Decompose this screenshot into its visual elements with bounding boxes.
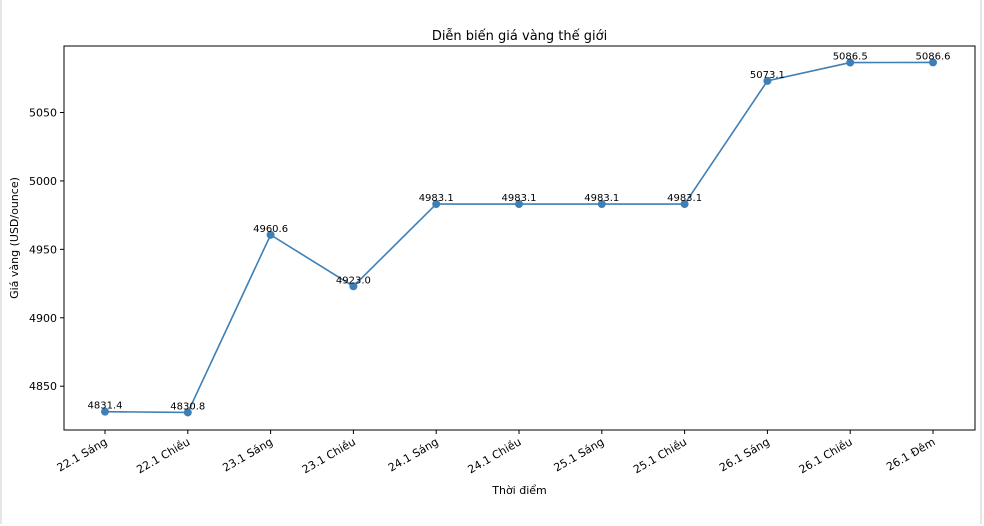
data-point (680, 200, 689, 209)
y-tick-label: 5000 (29, 175, 57, 188)
data-point (349, 282, 358, 291)
plot-area (63, 45, 976, 431)
x-tick-label: 23.1 Chiều (300, 435, 358, 476)
data-point (597, 200, 606, 209)
x-tick-label: 24.1 Chiều (466, 435, 524, 476)
x-tick-label: 25.1 Chiều (631, 435, 689, 476)
data-label: 5086.6 (916, 51, 951, 62)
data-point (101, 407, 109, 416)
data-label: 5073.1 (750, 70, 785, 81)
data-label: 5086.5 (833, 52, 868, 63)
data-point (515, 200, 523, 209)
y-tick-label: 4900 (29, 312, 57, 325)
data-point (929, 58, 937, 67)
data-label: 4831.4 (88, 401, 123, 412)
x-tick-label: 26.1 Chiều (797, 435, 855, 476)
data-label: 4983.1 (502, 193, 537, 204)
data-point (846, 58, 855, 67)
x-tick-label: 22.1 Chiều (134, 435, 192, 476)
y-tick-label: 4850 (29, 380, 57, 393)
data-label: 4983.1 (667, 193, 702, 204)
y-tick-label: 4950 (29, 243, 57, 256)
y-tick-label: 5050 (29, 107, 57, 120)
x-tick-label: 26.1 Sáng (717, 435, 772, 474)
data-point (183, 408, 192, 417)
x-tick-label: 26.1 Đêm (884, 435, 937, 473)
data-label: 4983.1 (419, 193, 454, 204)
x-tick-label: 24.1 Sáng (386, 435, 441, 474)
x-tick-label: 23.1 Sáng (220, 435, 275, 474)
data-label: 4923.0 (336, 275, 371, 286)
data-point (432, 200, 441, 209)
data-label: 4983.1 (584, 193, 619, 204)
x-axis-label: Thời điểm (491, 484, 547, 497)
x-tick-label: 22.1 Sáng (55, 435, 110, 474)
x-tick-label: 25.1 Sáng (552, 435, 607, 474)
chart-title: Diễn biến giá vàng thế giới (432, 29, 607, 44)
data-label: 4830.8 (170, 401, 205, 412)
data-label: 4960.6 (253, 224, 288, 235)
data-point (266, 230, 275, 239)
y-axis-label: Giá vàng (USD/ounce) (8, 177, 21, 299)
data-line (104, 61, 934, 414)
data-point (763, 76, 772, 85)
